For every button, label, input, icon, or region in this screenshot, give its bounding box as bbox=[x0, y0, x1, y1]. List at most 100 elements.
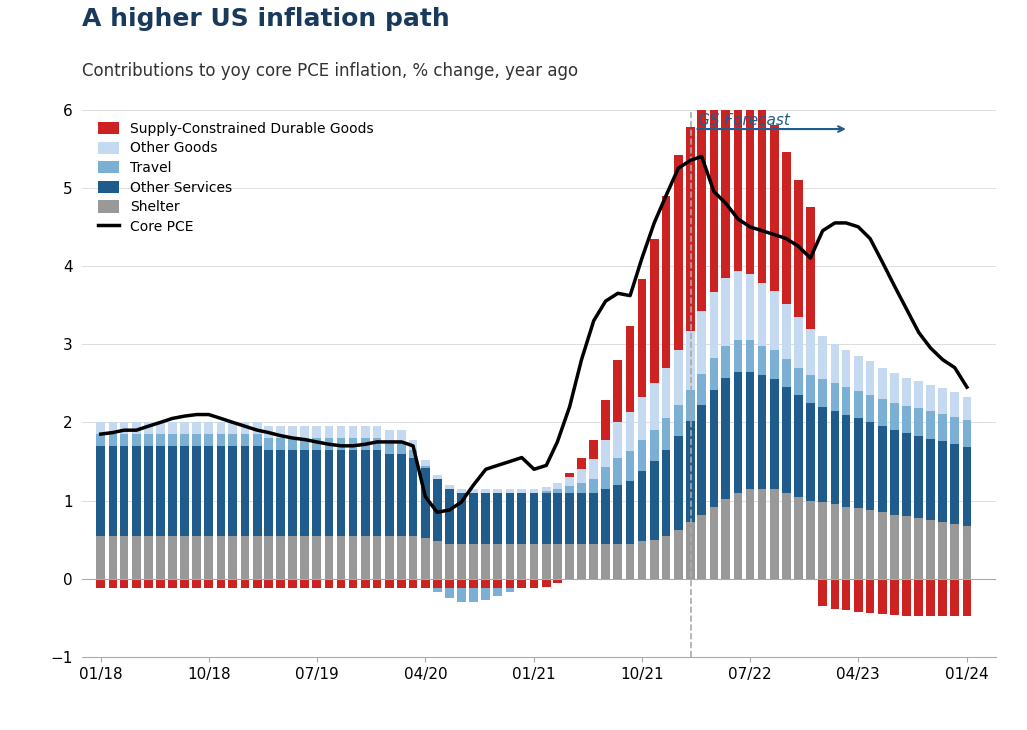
Bar bbox=[289, 438, 297, 450]
Bar bbox=[697, 311, 706, 374]
Bar bbox=[144, 423, 153, 434]
Bar bbox=[397, 579, 406, 588]
Bar bbox=[542, 544, 550, 579]
Bar bbox=[421, 460, 429, 466]
Bar bbox=[613, 360, 622, 423]
Bar bbox=[625, 451, 635, 481]
Bar bbox=[782, 493, 791, 579]
Bar bbox=[853, 418, 863, 508]
Bar bbox=[168, 423, 177, 434]
Bar bbox=[144, 536, 153, 579]
Bar bbox=[782, 387, 791, 493]
Bar bbox=[337, 450, 345, 536]
Bar bbox=[156, 536, 164, 579]
Bar bbox=[409, 440, 417, 450]
Bar bbox=[902, 406, 911, 434]
Bar bbox=[746, 372, 754, 489]
Bar bbox=[300, 536, 309, 579]
Bar bbox=[156, 423, 164, 434]
Bar bbox=[950, 579, 959, 616]
Bar bbox=[939, 441, 947, 522]
Bar bbox=[253, 446, 262, 536]
Bar bbox=[721, 378, 730, 499]
Bar bbox=[373, 579, 381, 588]
Bar bbox=[276, 426, 284, 438]
Bar bbox=[841, 579, 850, 610]
Bar bbox=[337, 438, 345, 450]
Bar bbox=[530, 493, 538, 544]
Bar bbox=[385, 453, 393, 536]
Bar bbox=[806, 207, 814, 328]
Bar bbox=[289, 579, 297, 588]
Bar bbox=[926, 439, 935, 520]
Bar bbox=[144, 579, 153, 588]
Bar bbox=[505, 489, 515, 493]
Bar bbox=[577, 483, 585, 493]
Bar bbox=[889, 579, 899, 615]
Bar bbox=[553, 483, 562, 489]
Bar bbox=[950, 392, 959, 417]
Bar bbox=[325, 438, 333, 450]
Bar bbox=[217, 536, 225, 579]
Bar bbox=[686, 390, 695, 420]
Bar bbox=[337, 579, 345, 588]
Bar bbox=[360, 426, 370, 438]
Bar bbox=[432, 541, 442, 579]
Bar bbox=[962, 396, 972, 420]
Bar bbox=[589, 439, 598, 459]
Bar bbox=[902, 579, 911, 615]
Bar bbox=[902, 378, 911, 406]
Bar bbox=[819, 337, 827, 380]
Bar bbox=[457, 489, 465, 493]
Bar bbox=[482, 544, 490, 579]
Bar bbox=[228, 434, 237, 446]
Bar bbox=[542, 491, 550, 493]
Bar bbox=[601, 544, 610, 579]
Bar bbox=[565, 544, 574, 579]
Bar bbox=[493, 544, 502, 579]
Bar bbox=[853, 356, 863, 391]
Bar bbox=[264, 536, 273, 579]
Bar bbox=[878, 399, 886, 426]
Bar bbox=[950, 524, 959, 579]
Bar bbox=[926, 520, 935, 579]
Bar bbox=[180, 434, 189, 446]
Bar bbox=[794, 317, 803, 368]
Bar bbox=[276, 438, 284, 450]
Bar bbox=[674, 405, 683, 437]
Bar bbox=[565, 486, 574, 493]
Bar bbox=[109, 434, 117, 446]
Bar bbox=[204, 434, 213, 446]
Bar bbox=[770, 125, 778, 291]
Bar bbox=[180, 423, 189, 434]
Bar bbox=[914, 381, 923, 408]
Bar bbox=[156, 434, 164, 446]
Text: GS Forecast: GS Forecast bbox=[698, 113, 791, 128]
Bar bbox=[385, 430, 393, 442]
Bar bbox=[878, 579, 886, 614]
Bar bbox=[674, 155, 683, 350]
Bar bbox=[421, 468, 429, 538]
Bar bbox=[733, 340, 743, 372]
Bar bbox=[770, 350, 778, 380]
Bar bbox=[831, 579, 839, 609]
Bar bbox=[661, 536, 671, 579]
Bar bbox=[794, 368, 803, 395]
Bar bbox=[312, 450, 321, 536]
Bar bbox=[806, 501, 814, 579]
Bar bbox=[505, 588, 515, 592]
Bar bbox=[866, 510, 874, 579]
Bar bbox=[253, 434, 262, 446]
Bar bbox=[132, 423, 141, 434]
Bar bbox=[758, 489, 766, 579]
Bar bbox=[482, 579, 490, 588]
Bar bbox=[312, 426, 321, 438]
Bar bbox=[674, 530, 683, 579]
Bar bbox=[421, 466, 429, 468]
Bar bbox=[710, 390, 718, 507]
Bar bbox=[192, 536, 201, 579]
Bar bbox=[613, 458, 622, 485]
Bar bbox=[902, 516, 911, 579]
Bar bbox=[746, 489, 754, 579]
Bar bbox=[530, 579, 538, 588]
